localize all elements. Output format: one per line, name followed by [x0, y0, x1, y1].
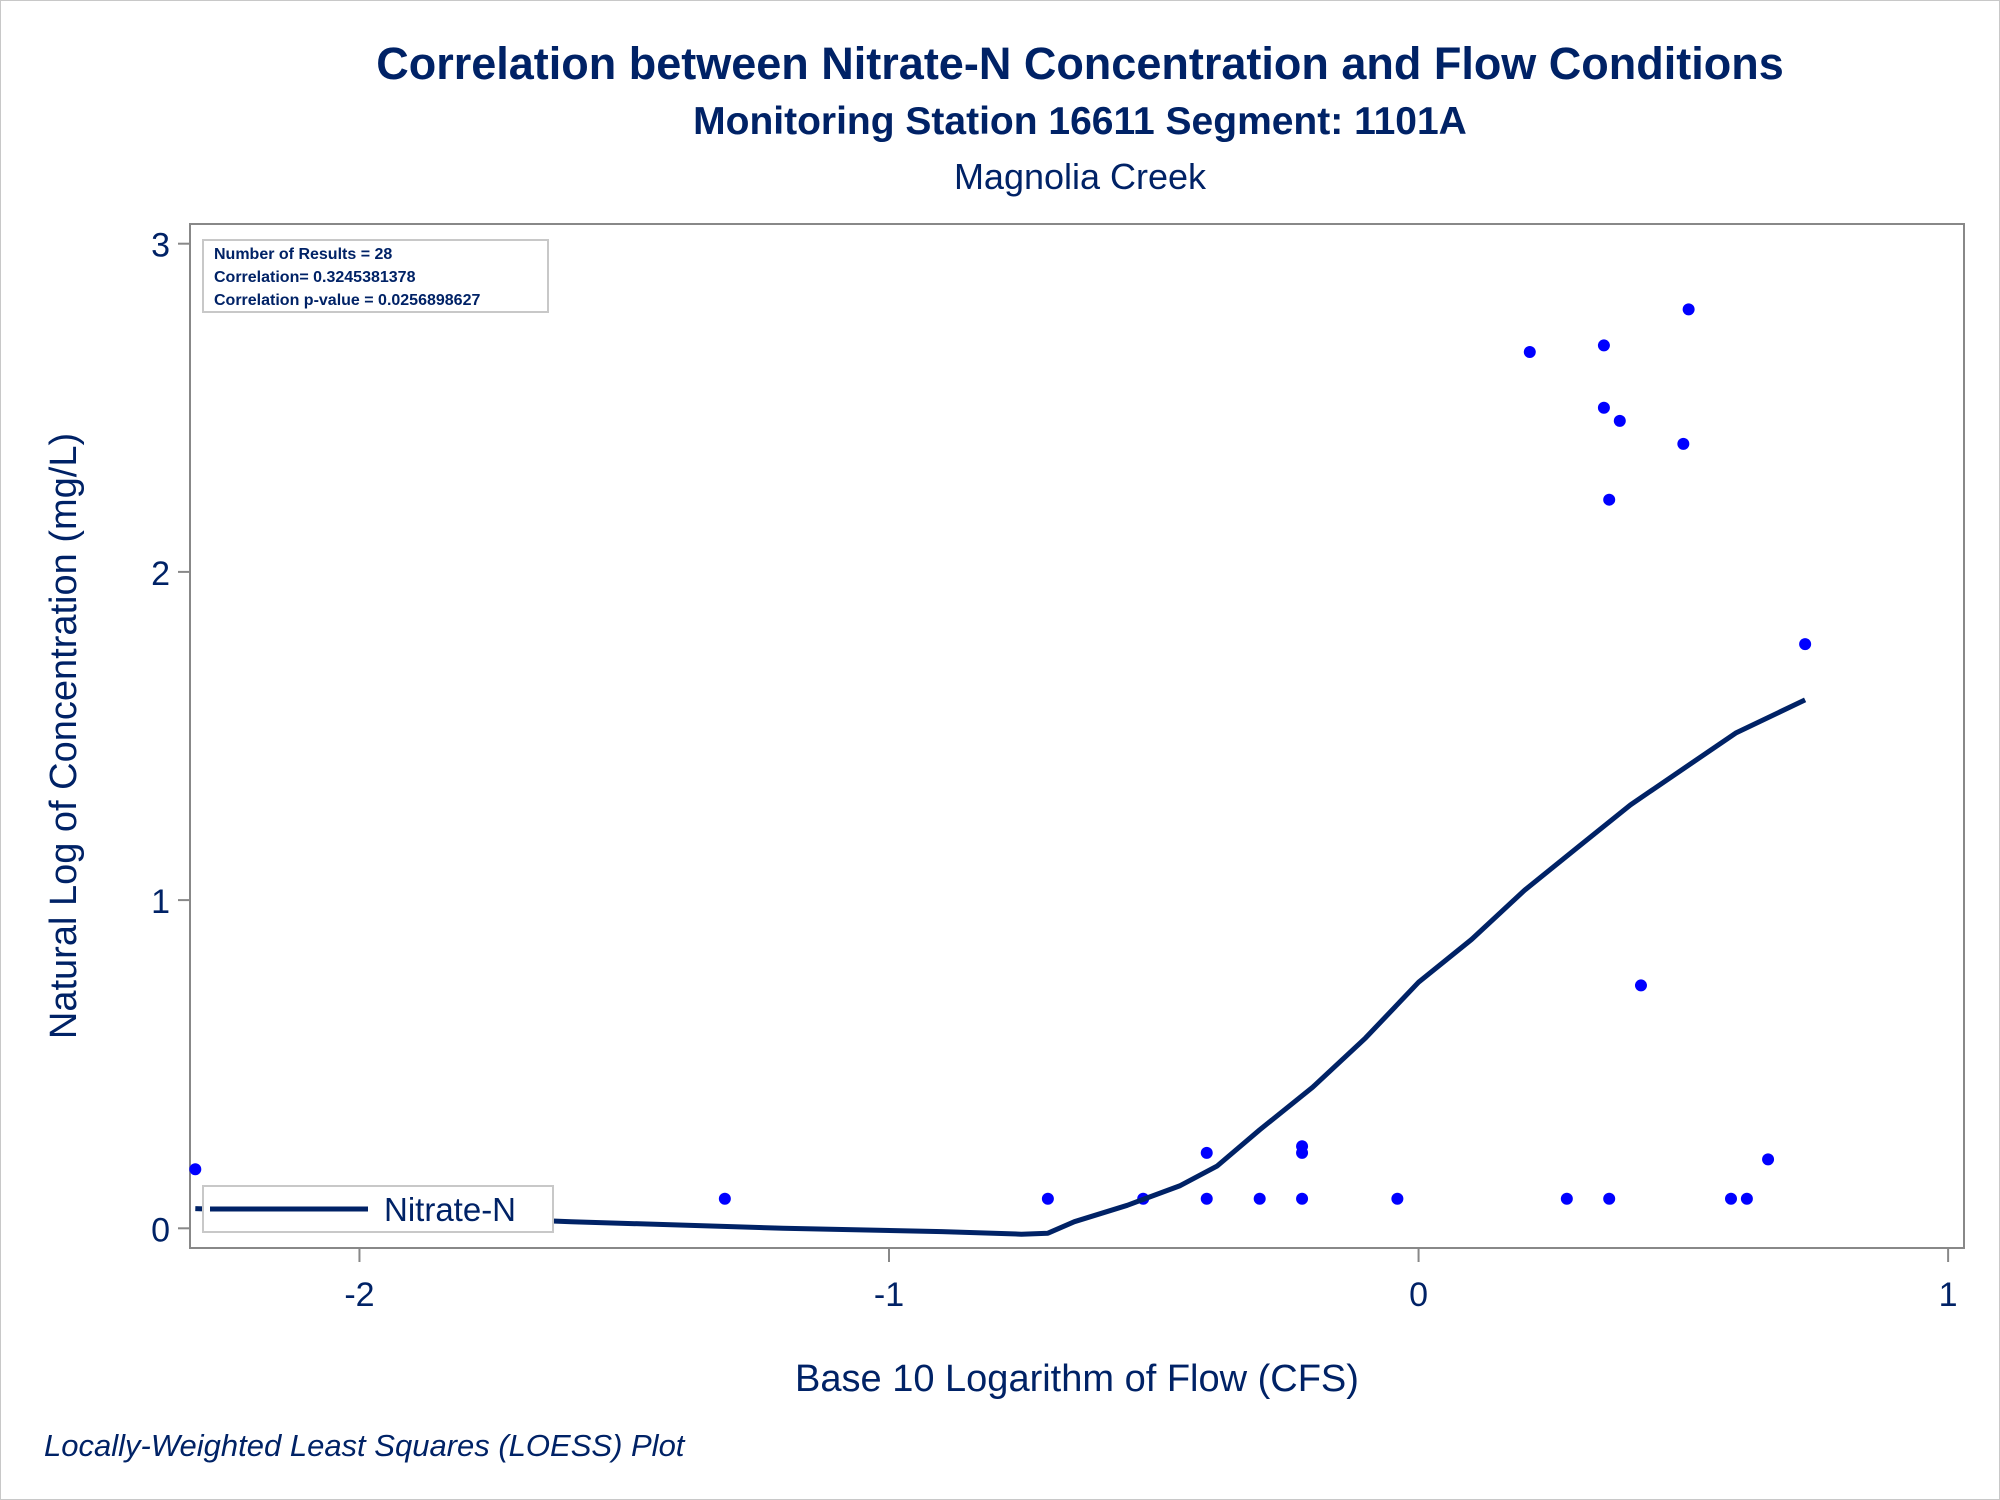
y-axis: 0 1 2 3 [151, 227, 190, 1249]
data-point [1799, 638, 1812, 651]
y-tick-label: 1 [151, 883, 170, 921]
stats-number-of-results: Number of Results = 28 [214, 246, 392, 263]
stats-box-frame [202, 239, 549, 313]
data-point [1724, 1192, 1737, 1205]
data-point [1613, 414, 1626, 427]
stats-correlation: Correlation= 0.3245381378 [214, 269, 416, 286]
x-axis: -2 -1 0 1 [344, 1248, 1958, 1314]
x-tick-label: -1 [874, 1276, 904, 1314]
data-point [1296, 1192, 1309, 1205]
data-point [1740, 1192, 1753, 1205]
data-point [1560, 1192, 1573, 1205]
loess-line [195, 697, 1807, 1237]
stats-p-value: Correlation p-value = 0.0256898627 [214, 292, 480, 309]
data-point [1597, 339, 1610, 352]
data-point [1200, 1192, 1213, 1205]
data-point [1296, 1146, 1309, 1159]
y-axis-label: Natural Log of Concentration (mg/L) [43, 433, 85, 1039]
data-point [1597, 401, 1610, 414]
data-point [1677, 437, 1690, 450]
data-point [1041, 1192, 1054, 1205]
data-point [1682, 303, 1695, 316]
legend: Nitrate-N [202, 1185, 554, 1233]
data-point [1253, 1192, 1266, 1205]
footnote: Locally-Weighted Least Squares (LOESS) P… [44, 1428, 685, 1463]
data-point [189, 1163, 202, 1176]
data-point [1603, 493, 1616, 506]
x-tick-label: -2 [344, 1276, 374, 1314]
y-tick-label: 0 [151, 1211, 170, 1249]
x-axis-label: Base 10 Logarithm of Flow (CFS) [795, 1358, 1359, 1400]
chart-subtitle-location: Magnolia Creek [953, 156, 1207, 197]
scatter-points [189, 303, 1812, 1205]
plot-area [189, 223, 1965, 1249]
data-point [1200, 1146, 1213, 1159]
stats-box: Number of Results = 28 Correlation= 0.32… [202, 239, 549, 313]
x-tick-label: 0 [1409, 1276, 1428, 1314]
y-tick-label: 2 [151, 555, 170, 593]
chart-title: Correlation between Nitrate-N Concentrat… [376, 38, 1784, 89]
data-point [718, 1192, 731, 1205]
y-tick-label: 3 [151, 227, 170, 265]
data-point [1523, 346, 1536, 358]
data-point [1762, 1153, 1775, 1166]
data-point [1391, 1192, 1404, 1205]
legend-label: Nitrate-N [384, 1191, 516, 1228]
chart-subtitle: Monitoring Station 16611 Segment: 1101A [693, 100, 1467, 143]
x-tick-label: 1 [1939, 1276, 1958, 1314]
data-point [1634, 979, 1647, 992]
data-point [1603, 1192, 1616, 1205]
